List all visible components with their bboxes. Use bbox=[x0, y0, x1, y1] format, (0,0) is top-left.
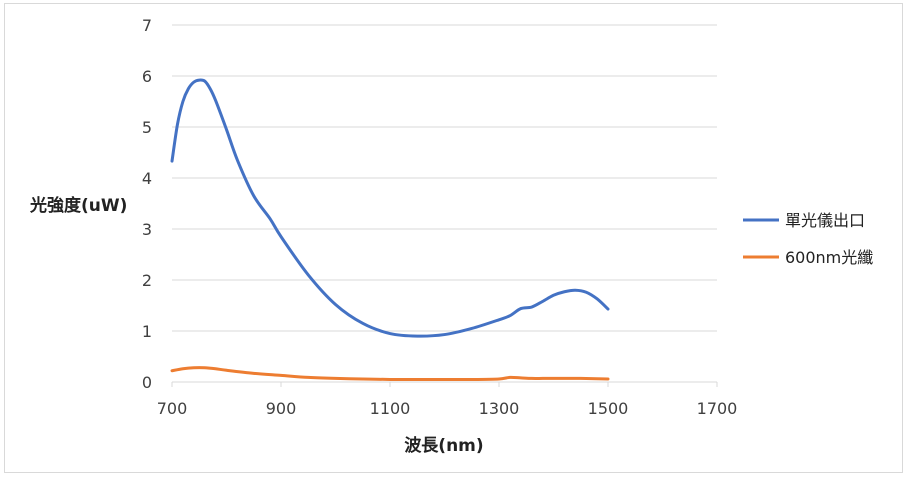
legend-label-1: 單光儀出口 bbox=[785, 211, 865, 230]
grid-layer bbox=[172, 24, 717, 332]
y-tick-label: 0 bbox=[142, 373, 152, 392]
y-tick-label: 3 bbox=[142, 220, 152, 239]
legend-label-2: 600nm光纖 bbox=[785, 248, 873, 267]
x-axis-title: 波長(nm) bbox=[404, 435, 483, 456]
y-tick-label: 6 bbox=[142, 67, 152, 86]
x-tick-label: 1700 bbox=[697, 399, 738, 418]
x-tick-label: 1300 bbox=[479, 399, 520, 418]
y-tick-label: 2 bbox=[142, 271, 152, 290]
legend: 單光儀出口 600nm光纖 bbox=[743, 211, 873, 267]
x-tick-label: 1500 bbox=[588, 399, 629, 418]
x-tick-label: 700 bbox=[157, 399, 188, 418]
series-layer bbox=[170, 78, 610, 381]
x-tick-label: 1100 bbox=[370, 399, 411, 418]
y-axis-title: 光強度(uW) bbox=[29, 195, 127, 216]
y-tick-label: 4 bbox=[142, 169, 152, 188]
y-tick-label: 1 bbox=[142, 322, 152, 341]
chart-frame bbox=[4, 3, 903, 473]
axis-layer: 0 1 2 3 4 5 6 7 700 900 1100 1300 1500 1700 bbox=[142, 16, 738, 418]
y-tick-label: 5 bbox=[142, 118, 152, 137]
x-tick-label: 900 bbox=[266, 399, 297, 418]
y-tick-label: 7 bbox=[142, 16, 152, 35]
series-line-2 bbox=[170, 366, 610, 381]
series-line-1 bbox=[170, 78, 610, 338]
